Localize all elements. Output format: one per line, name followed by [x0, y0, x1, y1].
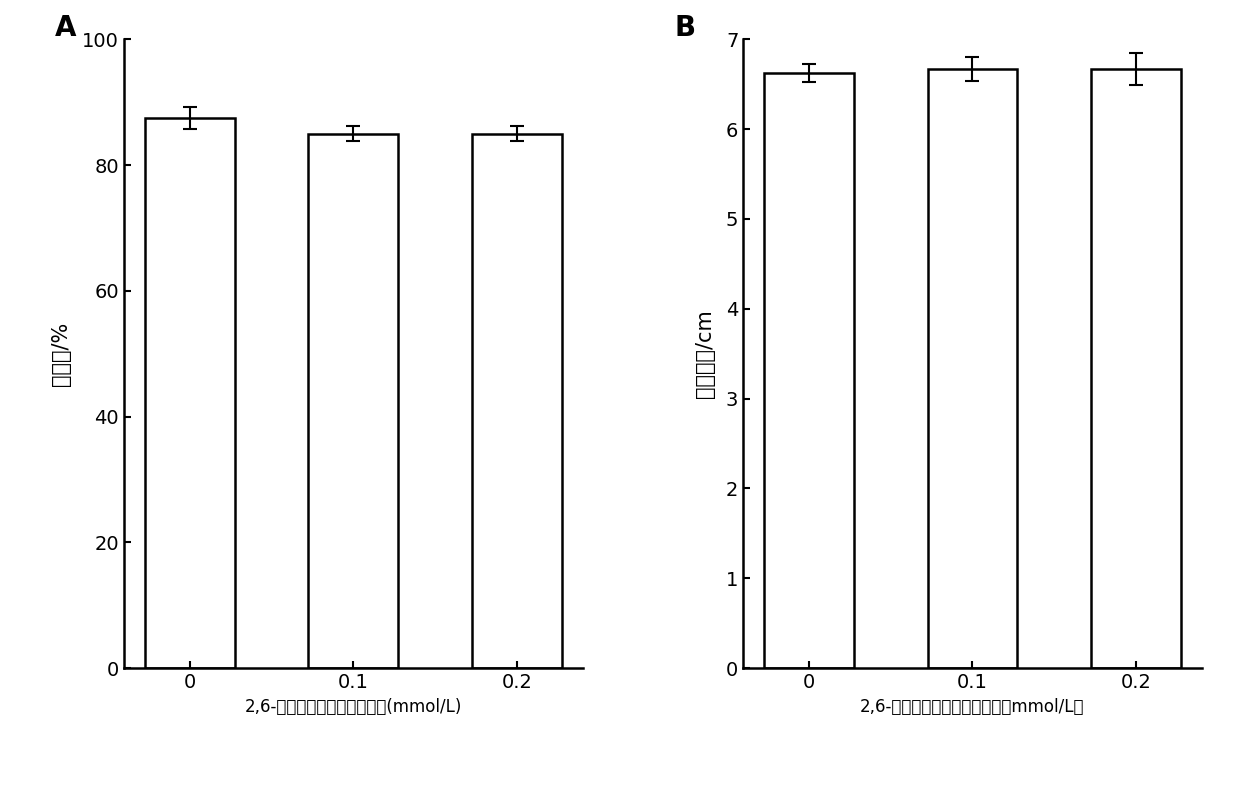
- Y-axis label: 萍发率/%: 萍发率/%: [51, 321, 71, 386]
- Bar: [764, 73, 854, 668]
- Text: A: A: [55, 14, 77, 42]
- X-axis label: 2,6-二叔丁基对甲酚溶液浓度(mmol/L): 2,6-二叔丁基对甲酚溶液浓度(mmol/L): [244, 697, 462, 715]
- Bar: [145, 118, 234, 668]
- X-axis label: 2,6-二叔丁基对甲酚溶液浓度（mmol/L）: 2,6-二叔丁基对甲酚溶液浓度（mmol/L）: [860, 697, 1084, 715]
- Y-axis label: 菌落直径/cm: 菌落直径/cm: [695, 310, 715, 398]
- Bar: [1092, 69, 1181, 668]
- Bar: [928, 69, 1017, 668]
- Bar: [472, 134, 561, 668]
- Bar: [309, 134, 398, 668]
- Text: B: B: [674, 14, 695, 42]
